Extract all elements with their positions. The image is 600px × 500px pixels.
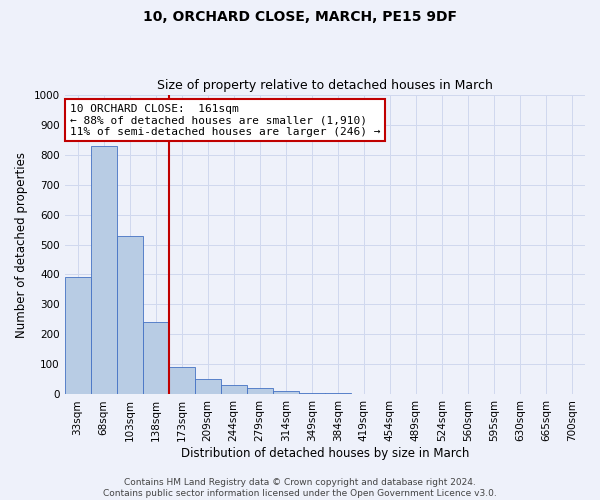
Bar: [273, 392, 299, 394]
Bar: [65, 278, 91, 394]
Text: Contains HM Land Registry data © Crown copyright and database right 2024.
Contai: Contains HM Land Registry data © Crown c…: [103, 478, 497, 498]
Bar: [299, 393, 325, 394]
Text: 10, ORCHARD CLOSE, MARCH, PE15 9DF: 10, ORCHARD CLOSE, MARCH, PE15 9DF: [143, 10, 457, 24]
Bar: [91, 146, 116, 394]
Text: 10 ORCHARD CLOSE:  161sqm
← 88% of detached houses are smaller (1,910)
11% of se: 10 ORCHARD CLOSE: 161sqm ← 88% of detach…: [70, 104, 380, 137]
Bar: [325, 393, 351, 394]
Bar: [247, 388, 273, 394]
Bar: [169, 368, 194, 394]
Bar: [143, 322, 169, 394]
Bar: [194, 380, 221, 394]
Y-axis label: Number of detached properties: Number of detached properties: [15, 152, 28, 338]
Title: Size of property relative to detached houses in March: Size of property relative to detached ho…: [157, 79, 493, 92]
Bar: [116, 236, 143, 394]
X-axis label: Distribution of detached houses by size in March: Distribution of detached houses by size …: [181, 447, 469, 460]
Bar: [221, 386, 247, 394]
